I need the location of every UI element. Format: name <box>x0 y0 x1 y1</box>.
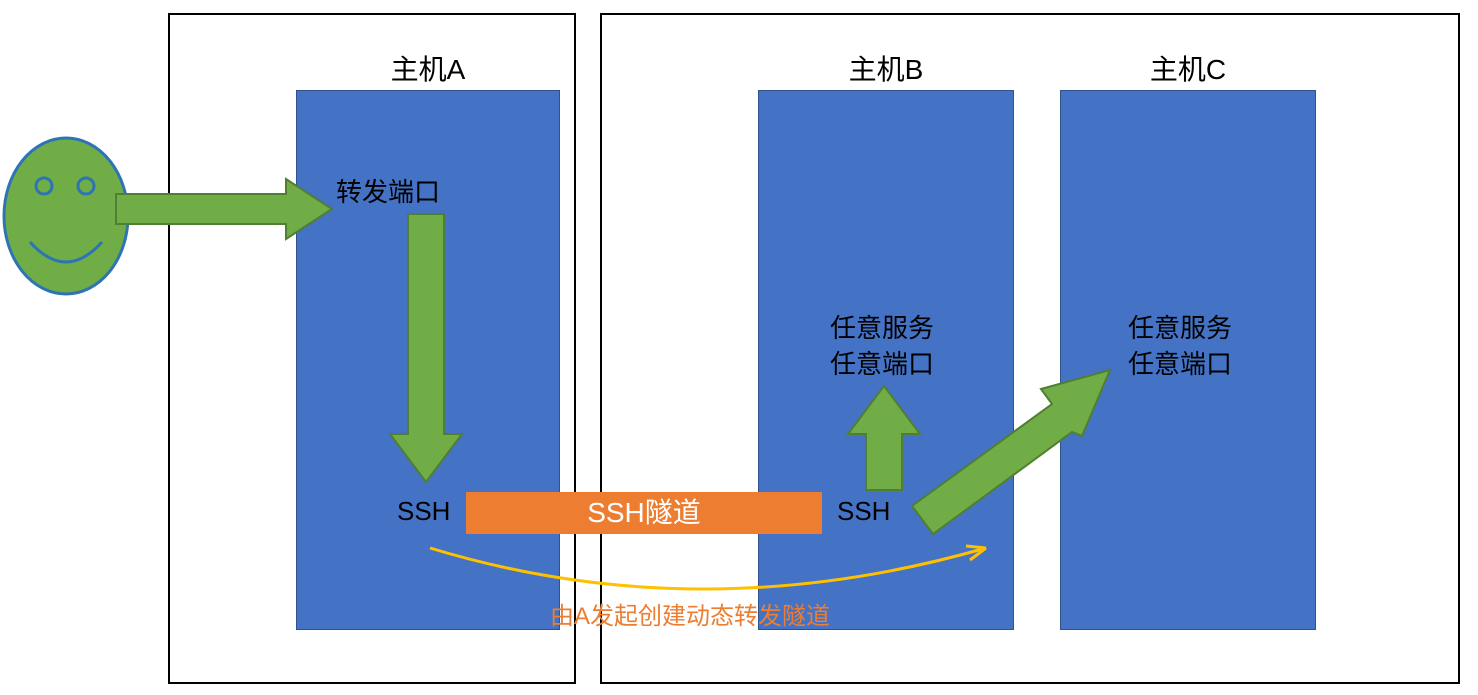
host-a-title: 主机A <box>296 48 560 88</box>
ssh-a-label: SSH <box>397 496 450 527</box>
forward-port-label: 转发端口 <box>336 172 440 209</box>
service-b-line1: 任意服务 <box>830 308 934 345</box>
diagram-root: 主机A 主机B 主机C 转发端口 SSH SSH 任意服务 任意端口 任意服务 … <box>0 0 1478 695</box>
ssh-b-label: SSH <box>837 496 890 527</box>
ssh-tunnel-bar: SSH隧道 <box>466 492 822 534</box>
face-smile <box>30 242 102 262</box>
host-a-box <box>296 90 560 630</box>
host-b-title: 主机B <box>758 48 1014 88</box>
ssh-tunnel-label: SSH隧道 <box>587 497 701 528</box>
service-c-line2: 任意端口 <box>1128 344 1232 381</box>
service-b-line2: 任意端口 <box>830 344 934 381</box>
host-c-title: 主机C <box>1060 48 1316 88</box>
region-right <box>600 13 1460 684</box>
service-c-line1: 任意服务 <box>1128 308 1232 345</box>
face-eye-right <box>78 178 94 194</box>
tunnel-caption: 由A发起创建动态转发隧道 <box>480 596 900 631</box>
face-eye-left <box>36 178 52 194</box>
face-icon <box>4 138 128 294</box>
